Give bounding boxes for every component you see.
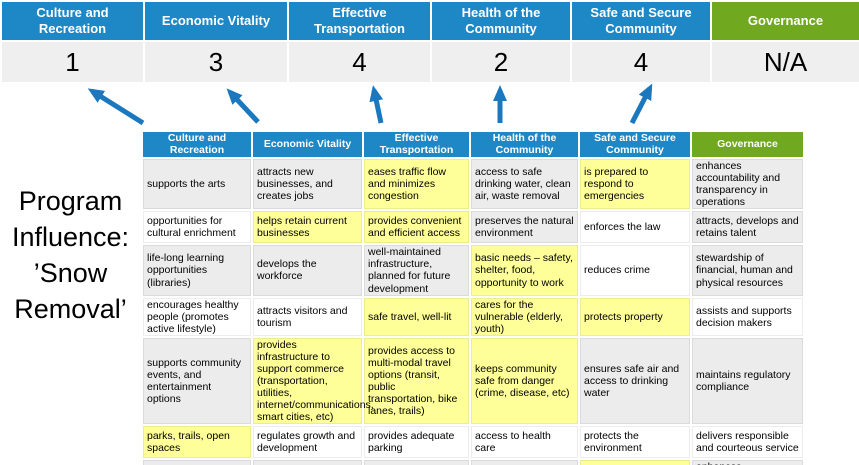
matrix-row: life-long learning opportunities (librar…	[141, 243, 805, 298]
matrix-cell: walkable community	[362, 458, 471, 465]
matrix-cell: attracts, develops and retains talent	[690, 209, 805, 246]
score-governance: N/A	[710, 40, 859, 84]
matrix-cell: attracts visitors and tourism	[251, 295, 364, 338]
matrix-row: supports community events, and entertain…	[141, 335, 805, 427]
matrix-cell: cares for the vulnerable (elderly, youth…	[469, 295, 580, 338]
matrix-header: Economic Vitality	[251, 129, 364, 160]
score-culture: 1	[0, 40, 145, 84]
matrix-header: Governance	[690, 129, 805, 160]
matrix-cell: is prepared to respond to emergencies	[578, 157, 692, 212]
matrix-cell: ensures safe air and access to drinking …	[578, 335, 692, 427]
score-transportation: 4	[287, 40, 432, 84]
matrix-cell: protects the environment	[578, 424, 692, 461]
arrow-culture	[87, 88, 145, 126]
score-health: 2	[430, 40, 572, 84]
matrix-cell: enhances accountability and transparency…	[690, 458, 805, 465]
scorecard-header-row: Culture and Recreation Economic Vitality…	[0, 0, 859, 42]
matrix-cell: enhances accountability and transparency…	[690, 157, 805, 212]
matrix-cell: reduces crime	[578, 243, 692, 298]
scorecard-header-economic: Economic Vitality	[143, 0, 289, 42]
scorecard-header-safety: Safe and Secure Community	[570, 0, 712, 42]
matrix-cell: provides adequate parking	[362, 424, 471, 461]
matrix-cell: regulates growth and development	[251, 424, 364, 461]
matrix-row: encourages healthy people (promotes acti…	[141, 295, 805, 338]
influence-arrows	[87, 83, 653, 126]
matrix-cell: delivers responsible and courteous servi…	[690, 424, 805, 461]
matrix-cell: eases traffic flow and minimizes congest…	[362, 157, 471, 212]
matrix-cell: parks, trails, open spaces	[141, 424, 253, 461]
matrix-cell: keeps community safe from danger (crime,…	[469, 335, 580, 427]
matrix-cell: supports community events, and entertain…	[141, 335, 253, 427]
arrow-safety	[629, 83, 653, 125]
matrix-header: Effective Transportation	[362, 129, 471, 160]
matrix-cell: provides safe travel and mobility	[578, 458, 692, 465]
matrix-cell: attracts new businesses, and creates job…	[251, 157, 364, 212]
scorecard-header-culture: Culture and Recreation	[0, 0, 145, 42]
matrix-cell: stewardship of financial, human and phys…	[690, 243, 805, 298]
matrix-cell: provides access to multi-modal travel op…	[362, 335, 471, 427]
matrix-cell: well-maintained infrastructure, planned …	[362, 243, 471, 298]
program-influence-label: Program Influence: ’Snow Removal’	[0, 183, 141, 327]
matrix-cell: maintains regulatory compliance	[690, 335, 805, 427]
matrix-row: vibrant downtownwalkable communityaccess…	[141, 458, 805, 465]
matrix-row: supports the arts attracts new businesses…	[141, 157, 805, 212]
matrix-cell: supports the arts	[141, 157, 253, 212]
matrix-cell: opportunities for cultural enrichment	[141, 209, 253, 246]
matrix-header-row: Culture and Recreation Economic Vitality E…	[141, 129, 805, 160]
matrix-cell: develops the workforce	[251, 243, 364, 298]
arrow-transportation	[369, 85, 384, 124]
program-scorecard: Culture and Recreation Economic Vitality…	[0, 0, 859, 84]
program-label-line: Influence:	[11, 222, 130, 252]
matrix-cell: provides infrastructure to support comme…	[251, 335, 374, 427]
matrix-cell: provides convenient and efficient access	[362, 209, 471, 246]
matrix-cell: access to safe drinking water, clean air…	[469, 157, 580, 212]
matrix-header: Safe and Secure Community	[578, 129, 692, 160]
score-safety: 4	[570, 40, 712, 84]
scorecard-header-governance: Governance	[710, 0, 859, 42]
program-label-line: Program	[18, 186, 123, 216]
matrix-cell: vibrant downtown	[251, 458, 364, 465]
matrix-cell: protects property	[578, 295, 692, 338]
matrix-cell: access to safe drinking water, clean air…	[469, 458, 580, 465]
matrix-cell: encourages healthy people (promotes acti…	[141, 295, 253, 338]
matrix-cell: access to health care	[469, 424, 580, 461]
matrix-cell: assists and supports decision makers	[690, 295, 805, 338]
matrix-row: opportunities for cultural enrichment hel…	[141, 209, 805, 246]
matrix-header: Health of the Community	[469, 129, 580, 160]
scorecard-score-row: 1 3 4 2 4 N/A	[0, 40, 859, 84]
matrix-cell	[141, 458, 253, 465]
matrix-row: parks, trails, open spaces regulates grow…	[141, 424, 805, 461]
influence-matrix: Culture and Recreation Economic Vitality E…	[141, 129, 805, 465]
scorecard-header-transportation: Effective Transportation	[287, 0, 432, 42]
matrix-header: Culture and Recreation	[141, 129, 253, 160]
matrix-cell: helps retain current businesses	[251, 209, 364, 246]
score-economic: 3	[143, 40, 289, 84]
program-label-line: Removal’	[14, 294, 127, 324]
program-label-line: ’Snow	[33, 258, 108, 288]
scorecard-header-health: Health of the Community	[430, 0, 572, 42]
matrix-cell: basic needs – safety, shelter, food, opp…	[469, 243, 580, 298]
matrix-cell: preserves the natural environment	[469, 209, 580, 246]
matrix-cell: life-long learning opportunities (librar…	[141, 243, 253, 298]
matrix-cell: safe travel, well-lit	[362, 295, 471, 338]
matrix-cell: enforces the law	[578, 209, 692, 246]
arrow-economic	[226, 88, 260, 124]
